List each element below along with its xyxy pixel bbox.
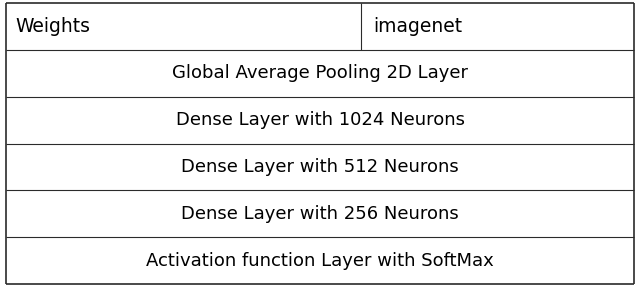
Text: Dense Layer with 512 Neurons: Dense Layer with 512 Neurons xyxy=(181,158,459,176)
Text: Weights: Weights xyxy=(16,17,91,36)
Text: Dense Layer with 1024 Neurons: Dense Layer with 1024 Neurons xyxy=(175,111,465,129)
Text: Global Average Pooling 2D Layer: Global Average Pooling 2D Layer xyxy=(172,64,468,82)
Text: Activation function Layer with SoftMax: Activation function Layer with SoftMax xyxy=(146,252,494,270)
Text: Dense Layer with 256 Neurons: Dense Layer with 256 Neurons xyxy=(181,205,459,223)
Text: imagenet: imagenet xyxy=(373,17,463,36)
